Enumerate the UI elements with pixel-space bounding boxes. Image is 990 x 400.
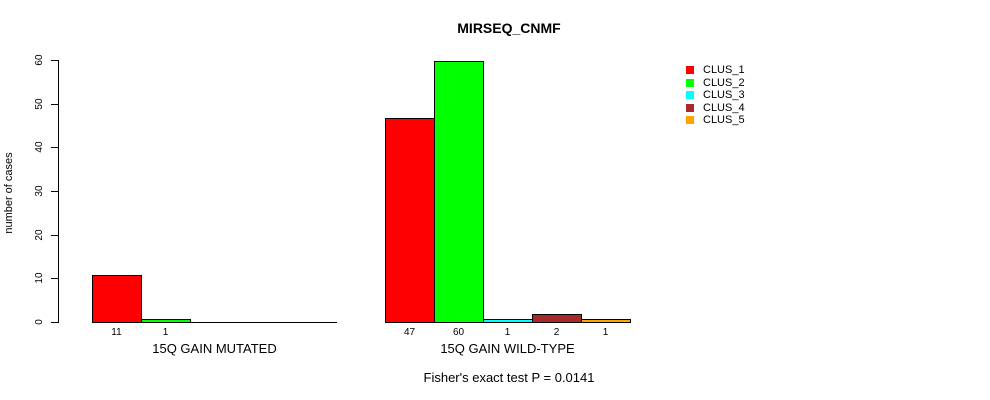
y-axis-tick — [51, 322, 58, 323]
legend-swatch-clus_3 — [686, 91, 694, 100]
legend-swatch-clus_1 — [686, 66, 694, 75]
bar-value-label: 1 — [504, 327, 511, 338]
y-axis-tick-label: 0 — [34, 319, 45, 325]
legend-swatch-clus_5 — [686, 116, 694, 125]
y-axis-tick-label: 60 — [34, 54, 45, 66]
y-axis-title: number of cases — [3, 152, 15, 234]
y-axis-tick — [51, 104, 58, 105]
y-axis-tick — [51, 278, 58, 279]
legend: CLUS_1 CLUS_2 CLUS_3 CLUS_4 CLUS_5 — [686, 64, 745, 127]
bar-clus_4 — [532, 314, 582, 323]
bar-clus_1 — [92, 275, 142, 323]
bar-clus_5 — [581, 319, 631, 323]
y-axis-tick-label: 50 — [34, 98, 45, 110]
bar-clus_3 — [483, 319, 533, 323]
legend-label: CLUS_2 — [703, 76, 745, 89]
y-axis-tick — [51, 60, 58, 61]
legend-row: CLUS_4 — [686, 102, 745, 115]
legend-label: CLUS_4 — [703, 101, 745, 114]
group-label: 15Q GAIN WILD-TYPE — [440, 341, 575, 356]
y-axis-line — [58, 60, 59, 323]
bar-value-label: 1 — [602, 327, 609, 338]
legend-label: CLUS_3 — [703, 89, 745, 102]
legend-label: CLUS_1 — [703, 64, 745, 77]
caption-text: Fisher's exact test P = 0.0141 — [423, 370, 595, 385]
bar-value-label: 1 — [162, 327, 169, 338]
bar-clus_2 — [141, 319, 191, 323]
y-axis-tick-label: 40 — [34, 141, 45, 153]
bar-clus_1 — [385, 118, 435, 323]
bar-value-label: 2 — [553, 327, 560, 338]
chart-title: MIRSEQ_CNMF — [457, 20, 561, 36]
legend-row: CLUS_2 — [686, 77, 745, 90]
legend-swatch-clus_4 — [686, 103, 694, 112]
y-axis-tick — [51, 147, 58, 148]
bar-value-label: 47 — [403, 327, 416, 338]
bar-value-label: 11 — [111, 327, 122, 338]
y-axis-tick-label: 20 — [34, 229, 45, 241]
bar-clus_2 — [434, 61, 484, 323]
y-axis-tick-label: 30 — [34, 185, 45, 197]
legend-row: CLUS_5 — [686, 114, 745, 127]
y-axis-tick — [51, 191, 58, 192]
legend-label: CLUS_5 — [703, 114, 745, 127]
x-axis-baseline — [92, 322, 337, 323]
y-axis-tick-label: 10 — [34, 272, 45, 284]
bar-value-label: 60 — [452, 327, 465, 338]
legend-swatch-clus_2 — [686, 78, 694, 87]
y-axis-tick — [51, 235, 58, 236]
legend-row: CLUS_1 — [686, 64, 745, 77]
group-label: 15Q GAIN MUTATED — [152, 341, 277, 356]
legend-row: CLUS_3 — [686, 89, 745, 102]
